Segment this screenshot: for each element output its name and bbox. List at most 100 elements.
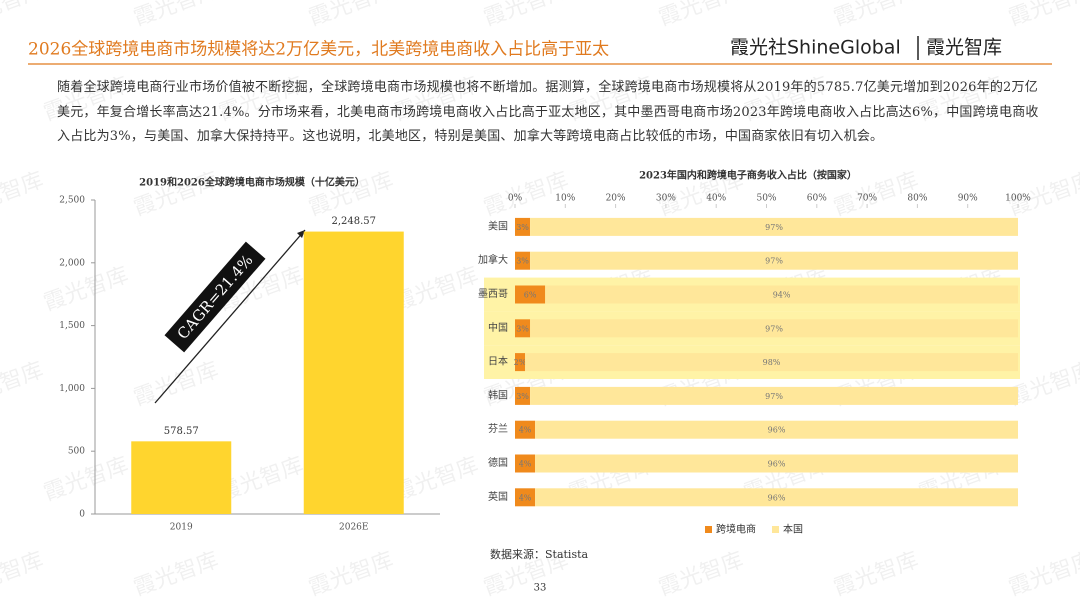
legend-label: 跨境电商 — [716, 523, 756, 536]
x-tick-label: 10% — [555, 194, 575, 204]
bar-segment — [525, 353, 1018, 372]
y-tick-label: 芬兰 — [488, 422, 508, 435]
cagr-arrow — [154, 229, 306, 404]
value-label: 2,248.57 — [331, 216, 376, 227]
watermark: 霞光智库 — [41, 263, 132, 317]
brand: 霞光社ShineGlobal — [730, 37, 901, 59]
bar-segment — [515, 217, 531, 236]
paragraph: 随着全球跨境电商行业市场价值被不断挖掘，全球跨境电商市场规模也将不断增加。据测算… — [57, 80, 1039, 144]
y-tick-label: 加拿大 — [478, 253, 508, 266]
y-tick-label: 0 — [79, 510, 85, 520]
bar-segment — [515, 251, 531, 270]
brand-2: 霞光智库 — [926, 37, 1002, 59]
bar-segment — [515, 353, 526, 372]
bar-segment — [515, 488, 536, 507]
watermark: 霞光智库 — [656, 548, 747, 602]
watermark: 霞光智库 — [391, 263, 482, 317]
watermark: 霞光智库 — [0, 548, 47, 602]
watermark: 霞光智库 — [131, 168, 222, 222]
cagr-bg — [164, 241, 266, 353]
bar-segment — [515, 285, 546, 304]
bar-segment — [535, 420, 1018, 439]
x-tick-label: 70% — [857, 194, 877, 204]
bar-segment — [515, 319, 531, 338]
value-label: 97% — [765, 223, 783, 232]
watermark: 霞光智库 — [41, 453, 132, 507]
bar-segment — [535, 488, 1018, 507]
watermark: 霞光智库 — [656, 0, 747, 31]
value-label: 94% — [773, 291, 791, 300]
x-tick-label: 40% — [706, 194, 726, 204]
value-label: 2% — [514, 358, 527, 367]
watermark: 霞光智库 — [306, 0, 397, 31]
page-number: 33 — [534, 583, 547, 594]
source: 数据来源：Statista — [490, 547, 589, 561]
watermark: 霞光智库 — [1006, 0, 1080, 31]
y-tick-label: 德国 — [488, 456, 508, 469]
value-label: 3% — [516, 223, 529, 232]
arrow-head — [297, 230, 305, 238]
x-tick-label: 80% — [907, 194, 927, 204]
value-label: 4% — [519, 426, 532, 435]
watermark: 霞光智库 — [831, 548, 922, 602]
x-tick-label: 2026E — [339, 523, 368, 533]
bar-segment — [530, 386, 1018, 405]
value-label: 3% — [516, 257, 529, 266]
watermark: 霞光智库 — [831, 0, 922, 31]
value-label: 4% — [519, 460, 532, 469]
y-tick-label: 1,000 — [59, 384, 85, 394]
x-tick-label: 20% — [606, 194, 626, 204]
bar — [303, 231, 404, 515]
legend-swatch — [772, 526, 779, 533]
y-tick-label: 1,500 — [59, 321, 85, 331]
y-tick-label: 墨西哥 — [478, 288, 508, 300]
x-tick-label: 90% — [958, 194, 978, 204]
x-tick-label: 100% — [1005, 194, 1031, 204]
y-tick-label: 日本 — [488, 355, 508, 368]
value-label: 6% — [524, 291, 537, 300]
watermark: 霞光智库 — [306, 168, 397, 222]
bar — [131, 441, 232, 514]
value-label: 578.57 — [164, 426, 199, 437]
chart-title: 2023年国内和跨境电子商务收入占比（按国家） — [639, 169, 857, 182]
value-label: 98% — [763, 358, 781, 367]
watermark: 霞光智库 — [0, 358, 47, 412]
value-label: 4% — [519, 493, 532, 502]
page-title: 2026全球跨境电商市场规模将达2万亿美元，北美跨境电商收入占比高于亚太 — [28, 40, 609, 60]
bar-segment — [530, 251, 1018, 270]
watermark: 霞光智库 — [131, 0, 222, 31]
watermark: 霞光智库 — [131, 548, 222, 602]
bar-segment — [535, 454, 1018, 473]
y-tick-label: 韩国 — [488, 388, 508, 401]
value-label: 96% — [768, 426, 786, 435]
legend-label: 本国 — [783, 523, 803, 536]
chart-title: 2019和2026全球跨境电商市场规模（十亿美元） — [139, 176, 365, 189]
value-label: 96% — [768, 493, 786, 502]
y-tick-label: 英国 — [488, 490, 508, 503]
bar-segment — [530, 217, 1018, 236]
y-tick-label: 2,000 — [59, 258, 85, 268]
y-tick-label: 美国 — [488, 219, 508, 232]
value-label: 96% — [768, 460, 786, 469]
x-tick-label: 60% — [807, 194, 827, 204]
watermark: 霞光智库 — [391, 453, 482, 507]
value-label: 3% — [516, 392, 529, 401]
y-tick-label: 500 — [68, 447, 85, 457]
value-label: 97% — [765, 257, 783, 266]
bar-segment — [515, 420, 536, 439]
bar-segment — [515, 386, 531, 405]
x-tick-label: 30% — [656, 194, 676, 204]
value-label: 97% — [765, 324, 783, 333]
x-tick-label: 0% — [508, 194, 523, 204]
value-label: 97% — [765, 392, 783, 401]
y-tick-label: 2,500 — [59, 196, 85, 206]
bar-segment — [545, 285, 1018, 304]
watermark: 霞光智库 — [306, 548, 397, 602]
watermark: 霞光智库 — [481, 0, 572, 31]
watermark: 霞光智库 — [131, 358, 222, 412]
x-tick-label: 2019 — [170, 523, 193, 533]
x-tick-label: 50% — [756, 194, 776, 204]
bar-segment — [530, 319, 1018, 338]
